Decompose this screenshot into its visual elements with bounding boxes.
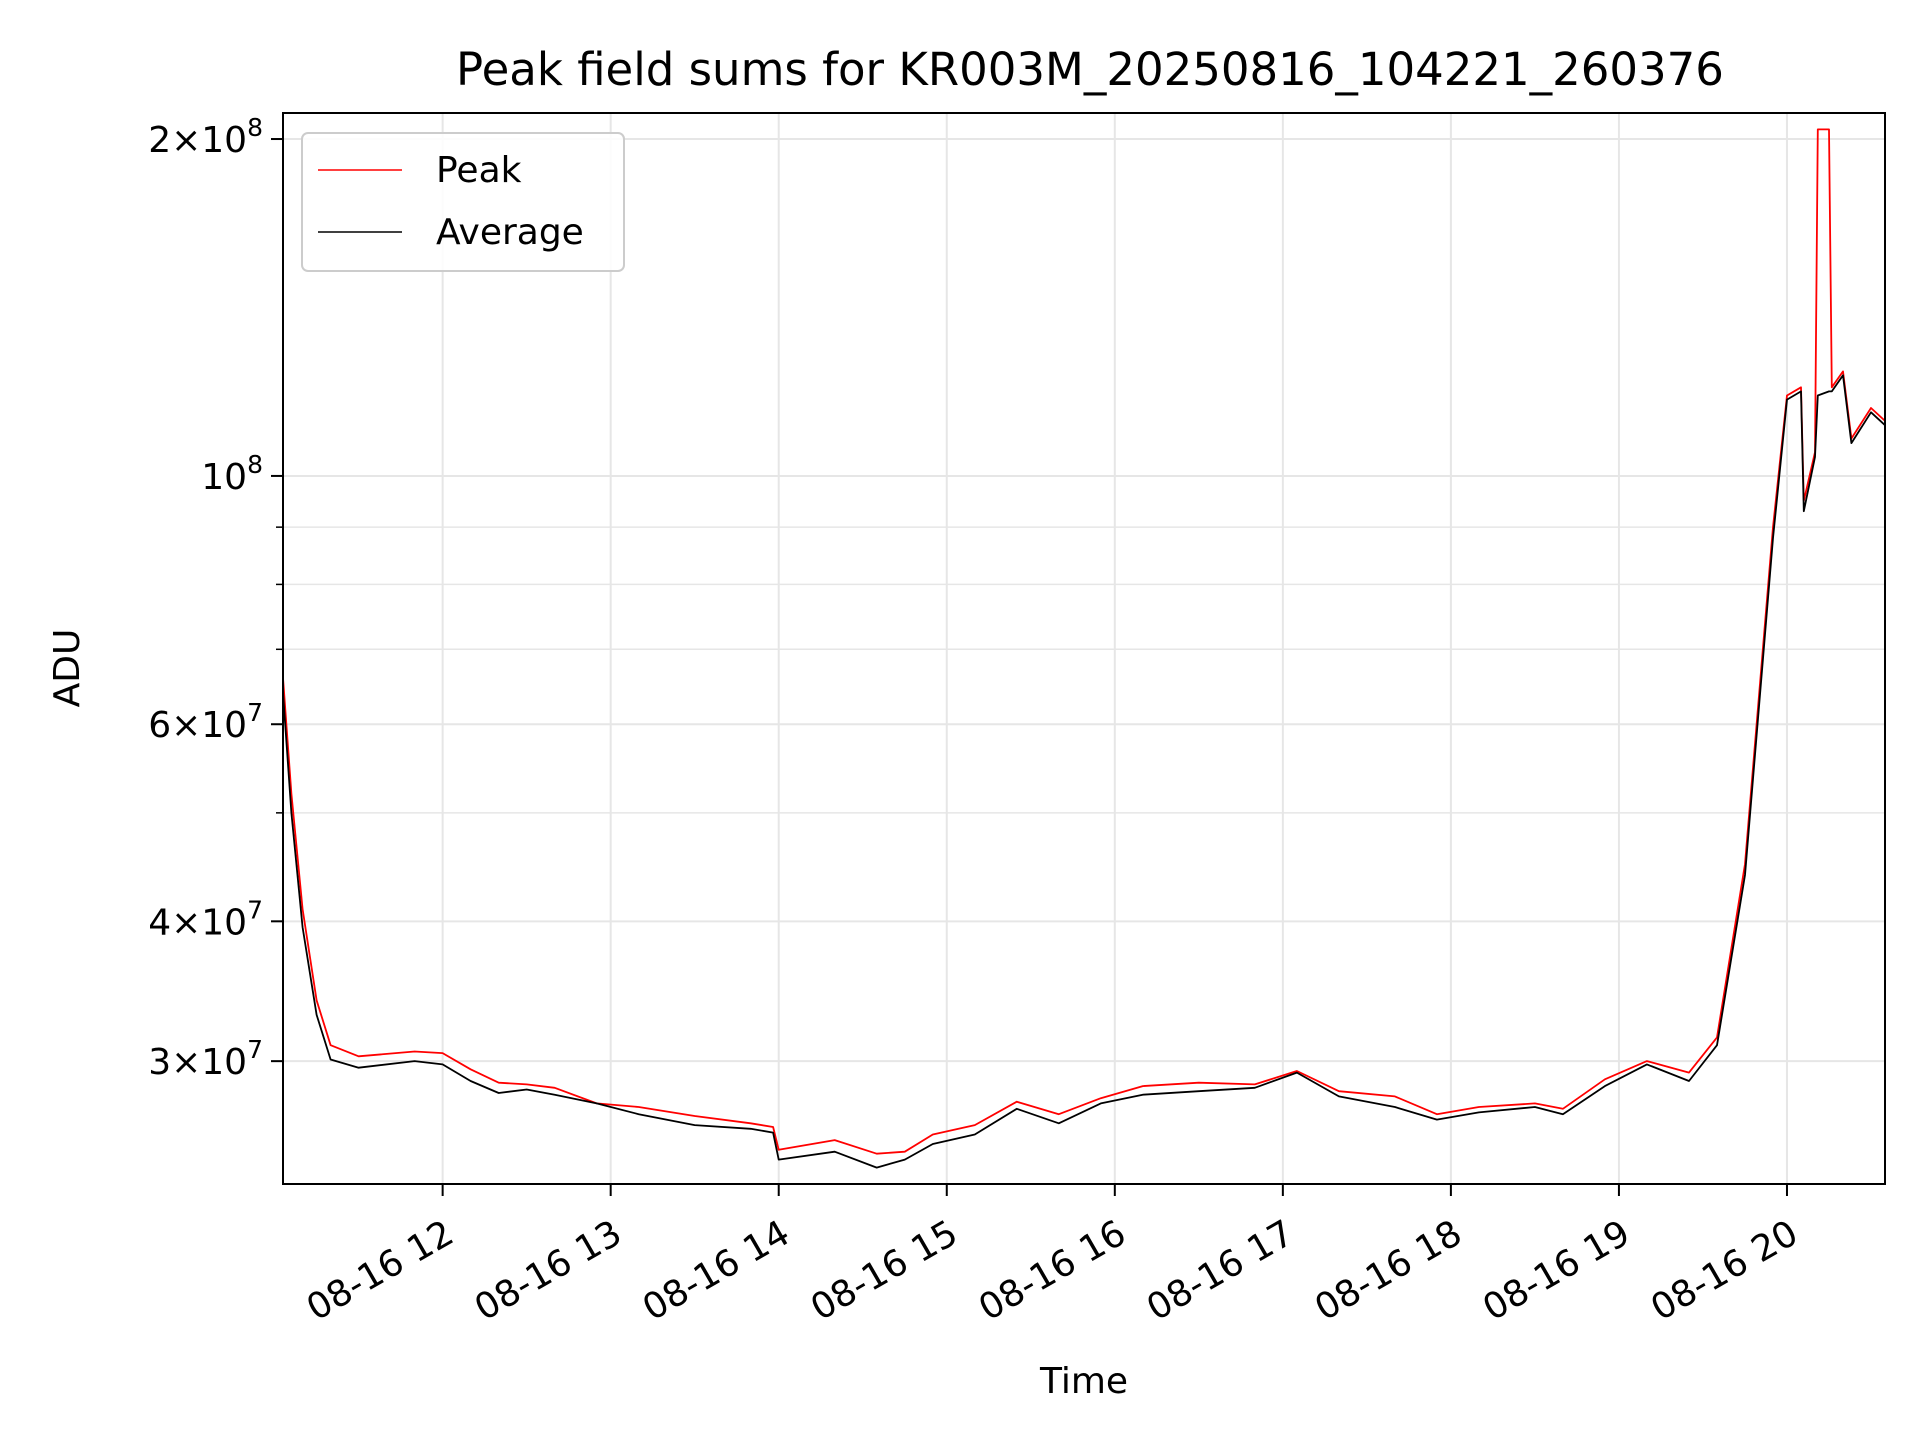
y-tick-exponent: 7 bbox=[247, 1035, 263, 1064]
y-axis: 2×108 108 6×107 4×107 3×107 bbox=[148, 113, 283, 1083]
y-tick-label: 3×107 bbox=[148, 1035, 263, 1083]
y-axis-label: ADU bbox=[47, 629, 88, 708]
plot-frame bbox=[282, 112, 1886, 1185]
y-tick-exponent: 7 bbox=[247, 895, 263, 924]
legend: Peak Average bbox=[301, 132, 625, 272]
y-tick-exponent: 7 bbox=[247, 698, 263, 727]
y-tick-label: 6×107 bbox=[148, 698, 263, 746]
chart-title: Peak field sums for KR003M_20250816_1042… bbox=[456, 43, 1724, 96]
y-tick-label: 4×107 bbox=[148, 895, 263, 943]
legend-box bbox=[301, 132, 625, 272]
y-tick-exponent: 8 bbox=[247, 450, 263, 479]
series-line-average bbox=[282, 374, 1886, 1169]
y-tick-label: 108 bbox=[201, 450, 263, 498]
x-axis-label: Time bbox=[1039, 1361, 1128, 1402]
y-tick-label: 2×108 bbox=[148, 113, 263, 161]
y-tick-exponent: 8 bbox=[247, 113, 263, 142]
legend-label-peak: Peak bbox=[436, 150, 522, 191]
series-group bbox=[282, 128, 1886, 1169]
grid bbox=[283, 113, 1885, 1184]
legend-label-average: Average bbox=[436, 212, 584, 253]
